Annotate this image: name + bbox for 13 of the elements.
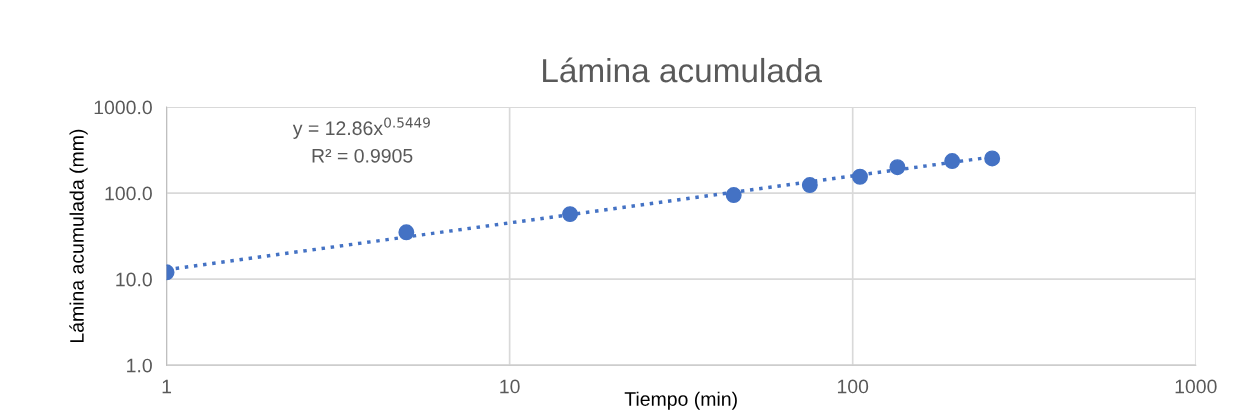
y-tick-label: 100.0 [105,186,152,201]
annotation: y = 12.86x$^{0.5449}$ [292,117,430,139]
x-tick-label: 1000 [1175,379,1217,394]
annotation: R² = 0.9905 [312,148,413,163]
y-tick-label: 1000.0 [94,100,152,115]
chart-title: Lámina acumulada [543,57,822,83]
x-tick-label: 10 [500,379,520,394]
y-axis-title: Lámina acumulada (mm) [69,129,88,343]
y-tick-label: 10.0 [116,272,152,287]
x-axis-title: Tiempo (min) [624,391,737,410]
x-tick-label: 1 [162,379,172,394]
x-tick-label: 100 [837,379,869,394]
y-tick-label: 1.0 [127,358,152,373]
